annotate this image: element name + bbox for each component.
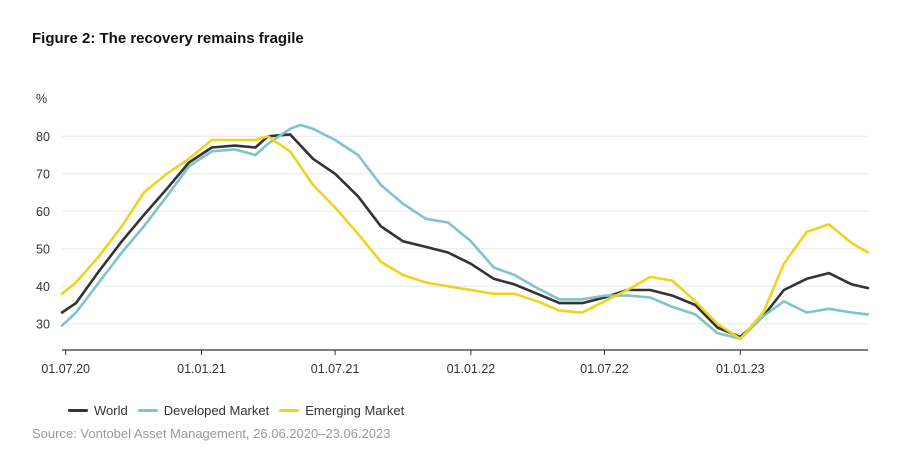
chart-title: Figure 2: The recovery remains fragile — [32, 30, 304, 47]
y-tick-label: 40 — [36, 280, 50, 294]
legend-swatch — [68, 409, 88, 412]
x-tick-label: 01.01.21 — [177, 362, 226, 376]
legend-swatch — [279, 409, 300, 412]
legend-item: Emerging Market — [279, 403, 404, 418]
series-line-developed-market — [60, 123, 870, 341]
legend-label: Emerging Market — [305, 403, 405, 418]
legend-label: World — [94, 403, 128, 418]
legend-swatch — [137, 409, 158, 412]
series-lines — [60, 123, 870, 341]
series-line-emerging-market — [60, 135, 870, 341]
legend-item: Developed Market — [137, 403, 270, 418]
legend-label: Developed Market — [163, 403, 270, 418]
line-chart: 30 40 50 60 70 80 01.07.20 01.01.21 01.07.21 01.0… — [36, 92, 870, 376]
y-tick-label: 80 — [36, 130, 50, 144]
grid-lines — [62, 135, 868, 325]
y-tick-label: 70 — [36, 167, 50, 181]
x-tick-label: 01.07.21 — [311, 362, 360, 376]
x-tick-label: 01.07.20 — [41, 362, 90, 376]
legend: World Developed Market Emerging Market — [68, 403, 404, 418]
y-axis-unit-label: % — [36, 92, 47, 106]
source-note: Source: Vontobel Asset Management, 26.06… — [32, 426, 391, 441]
x-tick-label: 01.01.22 — [447, 362, 496, 376]
y-tick-label: 50 — [36, 242, 50, 256]
legend-item: World — [68, 403, 128, 418]
x-tick-label: 01.01.23 — [716, 362, 765, 376]
x-tick-label: 01.07.22 — [580, 362, 629, 376]
axes: 30 40 50 60 70 80 01.07.20 01.01.21 01.07.21 01.0… — [36, 130, 868, 376]
y-tick-label: 60 — [36, 205, 50, 219]
y-tick-label: 30 — [36, 317, 50, 331]
